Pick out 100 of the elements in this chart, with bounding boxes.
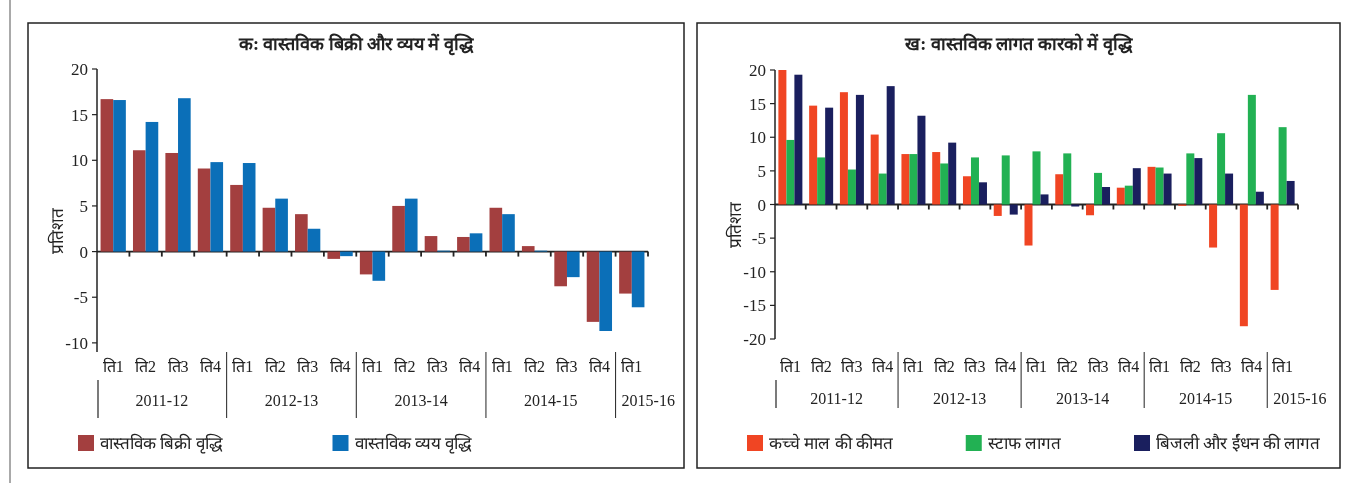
bar bbox=[809, 105, 818, 205]
bar bbox=[178, 98, 191, 252]
bar bbox=[113, 100, 126, 252]
bar bbox=[566, 251, 580, 278]
bar bbox=[1132, 168, 1141, 205]
bar bbox=[839, 92, 848, 205]
legend-label: कच्चे माल की कीमत bbox=[769, 433, 893, 453]
bar bbox=[469, 233, 483, 252]
bar bbox=[1147, 166, 1156, 205]
bar bbox=[1270, 204, 1279, 290]
y-tick-label: 5 bbox=[757, 161, 766, 181]
text: 2013-14 bbox=[394, 392, 448, 409]
bar bbox=[197, 168, 211, 252]
x-tick-label: ति1 bbox=[779, 357, 801, 375]
text: 2014-15 bbox=[1179, 390, 1233, 407]
x-tick-label: ति1 bbox=[362, 357, 383, 375]
bar bbox=[404, 198, 418, 252]
x-tick-label: ति2 bbox=[135, 357, 157, 375]
bar bbox=[619, 251, 632, 294]
y-axis-title: प्रतिशत bbox=[47, 207, 67, 254]
legend-label: बिजली और ईंधन की लागत bbox=[1156, 433, 1320, 453]
x-tick-label: ति3 bbox=[426, 357, 448, 375]
chart-title: ख: वास्तविक लागत कारको में वृद्धि bbox=[904, 33, 1133, 56]
bar bbox=[1155, 167, 1164, 205]
x-tick-label: ति1 bbox=[102, 357, 124, 375]
bar bbox=[962, 176, 971, 205]
bar bbox=[909, 154, 918, 205]
bar bbox=[262, 207, 276, 252]
bar bbox=[165, 152, 179, 252]
bar bbox=[786, 139, 795, 205]
bar bbox=[970, 157, 979, 205]
x-tick-label: ति2 bbox=[394, 357, 416, 375]
bar bbox=[948, 142, 957, 205]
legend-label: स्टाफ लागत bbox=[987, 434, 1061, 453]
x-tick-label: ति1 bbox=[621, 357, 643, 375]
x-tick-label: ति4 bbox=[459, 357, 481, 375]
bar bbox=[993, 204, 1002, 216]
bar bbox=[392, 205, 405, 252]
bar bbox=[1024, 204, 1033, 246]
bar bbox=[817, 157, 826, 205]
bar bbox=[554, 251, 567, 287]
bar bbox=[1001, 155, 1010, 205]
bar bbox=[307, 228, 321, 252]
bar bbox=[631, 251, 645, 308]
x-tick-label: ति1 bbox=[1026, 357, 1047, 375]
legend-label: वास्तविक व्यय वृद्धि bbox=[354, 433, 472, 454]
y-tick-label: -10 bbox=[743, 262, 766, 282]
bar bbox=[599, 251, 613, 331]
bar bbox=[1102, 187, 1111, 205]
bar bbox=[145, 121, 159, 252]
y-tick-label: 15 bbox=[71, 105, 88, 125]
x-tick-label: ति4 bbox=[872, 357, 894, 375]
bar bbox=[1194, 158, 1203, 205]
bar bbox=[327, 251, 341, 259]
bar bbox=[586, 251, 600, 322]
bar bbox=[878, 173, 887, 205]
y-tick-label: 10 bbox=[71, 151, 88, 171]
y-tick-label: 5 bbox=[79, 196, 88, 216]
bar bbox=[1009, 204, 1018, 215]
bar bbox=[794, 74, 803, 205]
x-tick-label: ति4 bbox=[1118, 357, 1140, 375]
text: 2012-13 bbox=[932, 390, 987, 407]
bar bbox=[1071, 204, 1080, 207]
bar bbox=[870, 134, 879, 205]
text: 2014-15 bbox=[524, 392, 578, 409]
bar bbox=[1239, 204, 1248, 327]
bar bbox=[372, 251, 386, 281]
x-tick-label: ति1 bbox=[232, 357, 254, 375]
bar bbox=[1209, 204, 1218, 248]
x-tick-label: ति3 bbox=[1210, 357, 1232, 375]
y-tick-label: -5 bbox=[751, 229, 766, 249]
x-tick-label: ति4 bbox=[329, 357, 351, 375]
bar bbox=[886, 86, 895, 205]
chart-title: क: वास्तविक बिक्री और व्यय में वृद्धि bbox=[238, 33, 474, 56]
bar bbox=[1063, 153, 1072, 205]
bar bbox=[521, 246, 535, 252]
bar bbox=[1286, 180, 1295, 205]
x-tick-label: ति4 bbox=[1241, 357, 1263, 375]
bar bbox=[100, 99, 114, 252]
bar bbox=[1124, 185, 1133, 205]
bar bbox=[132, 150, 146, 252]
y-tick-label: 20 bbox=[71, 60, 88, 79]
x-tick-label: ति2 bbox=[810, 357, 832, 375]
bar bbox=[1225, 173, 1234, 205]
x-tick-label: ति2 bbox=[264, 357, 286, 375]
bar bbox=[932, 152, 941, 205]
x-tick-label: ति3 bbox=[556, 357, 578, 375]
x-tick-label: ति1 bbox=[491, 357, 513, 375]
text: 2015-16 bbox=[1273, 390, 1327, 407]
bar bbox=[1040, 194, 1049, 205]
bar bbox=[457, 236, 470, 252]
text: 2012-13 bbox=[264, 392, 319, 409]
x-tick-label: ति2 bbox=[524, 357, 546, 375]
y-tick-label: 10 bbox=[749, 128, 766, 148]
x-tick-label: ति1 bbox=[1272, 357, 1294, 375]
bar bbox=[295, 214, 308, 252]
bar bbox=[1255, 191, 1264, 205]
legend-label: वास्तविक बिक्री वृद्धि bbox=[100, 433, 223, 454]
y-tick-label: 0 bbox=[757, 195, 766, 215]
x-tick-label: ति1 bbox=[1149, 357, 1171, 375]
